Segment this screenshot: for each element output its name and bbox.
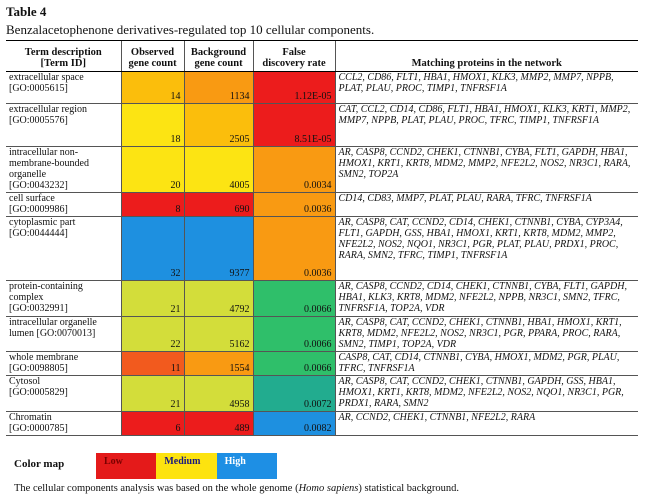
fdr-cell: 0.0036	[252, 192, 335, 217]
observed-count-cell: 11	[120, 351, 184, 376]
observed-count-cell: 22	[120, 316, 184, 352]
background-count-cell: 2505	[183, 103, 253, 147]
background-count-cell: 489	[183, 411, 253, 436]
header-matching-proteins: Matching proteins in the network	[334, 40, 638, 72]
observed-count-cell: 21	[120, 375, 184, 412]
background-count-cell: 4792	[183, 280, 253, 317]
fdr-cell: 0.0082	[252, 411, 335, 436]
term-cell: protein-containing complex [GO:0032991]	[6, 280, 121, 317]
table-row: Cytosol [GO:0005829] 21 4958 0.0072 AR, CASP…	[6, 375, 638, 412]
term-cell: extracellular region [GO:0005576]	[6, 103, 121, 147]
footnote-text-before: The cellular components analysis was bas…	[14, 483, 299, 494]
legend-low-swatch: Low	[96, 453, 157, 479]
fdr-cell: 0.0066	[252, 316, 335, 352]
color-map-label: Color map	[14, 458, 65, 470]
matching-proteins-cell: CD14, CD83, MMP7, PLAT, PLAU, RARA, TFRC…	[334, 192, 638, 217]
matching-proteins-cell: CAT, CCL2, CD14, CD86, FLT1, HBA1, HMOX1…	[334, 103, 638, 147]
fdr-cell: 8.51E-05	[252, 103, 335, 147]
observed-count-cell: 6	[120, 411, 184, 436]
table-row: extracellular region [GO:0005576] 18 2505 8…	[6, 103, 638, 147]
term-cell: intracellular non- membrane-bounded orga…	[6, 146, 121, 193]
matching-proteins-cell: CCL2, CD86, FLT1, HBA1, HMOX1, KLK3, MMP…	[334, 71, 638, 104]
cellular-components-table: Term description [Term ID] Observed gene…	[6, 40, 638, 436]
term-cell: intracellular organelle lumen [GO:007001…	[6, 316, 121, 352]
matching-proteins-cell: AR, CASP8, CCND2, CHEK1, CTNNB1, CYBA, F…	[334, 146, 638, 193]
table-title: Benzalacetophenone derivatives-regulated…	[6, 22, 375, 37]
header-term-description: Term description [Term ID]	[6, 40, 121, 72]
background-count-cell: 4958	[183, 375, 253, 412]
table-row: whole membrane [GO:0098805] 11 1554 0.0066 C…	[6, 351, 638, 376]
matching-proteins-cell: AR, CASP8, CAT, CCND2, CHEK1, CTNNB1, GA…	[334, 375, 638, 412]
fdr-cell: 1.12E-05	[252, 71, 335, 104]
matching-proteins-cell: AR, CCND2, CHEK1, CTNNB1, NFE2L2, RARA	[334, 411, 638, 436]
fdr-cell: 0.0066	[252, 351, 335, 376]
fdr-cell: 0.0034	[252, 146, 335, 193]
observed-count-cell: 8	[120, 192, 184, 217]
legend-high-swatch: High	[216, 453, 277, 479]
matching-proteins-cell: AR, CASP8, CAT, CCND2, CD14, CHEK1, CTNN…	[334, 216, 638, 281]
matching-proteins-cell: CASP8, CAT, CD14, CTNNB1, CYBA, HMOX1, M…	[334, 351, 638, 376]
term-cell: Chromatin [GO:0000785]	[6, 411, 121, 436]
table-row: extracellular space [GO:0005615] 14 1134 1.…	[6, 71, 638, 104]
matching-proteins-cell: AR, CASP8, CAT, CCND2, CHEK1, CTNNB1, HB…	[334, 316, 638, 352]
observed-count-cell: 21	[120, 280, 184, 317]
table-body: extracellular space [GO:0005615] 14 1134 1.…	[6, 71, 638, 436]
footnote-species: Homo sapiens	[298, 483, 359, 494]
footnote: The cellular components analysis was bas…	[14, 483, 459, 494]
observed-count-cell: 32	[120, 216, 184, 281]
observed-count-cell: 14	[120, 71, 184, 104]
term-cell: cytoplasmic part [GO:0044444]	[6, 216, 121, 281]
header-false-discovery-rate: False discovery rate	[252, 40, 335, 72]
table-row: intracellular organelle lumen [GO:007001…	[6, 316, 638, 352]
header-observed-gene-count: Observed gene count	[120, 40, 184, 72]
table-row: cell surface [GO:0009986] 8 690 0.0036 CD14,…	[6, 192, 638, 217]
background-count-cell: 9377	[183, 216, 253, 281]
table-row: cytoplasmic part [GO:0044444] 32 9377 0.003…	[6, 216, 638, 281]
matching-proteins-cell: AR, CASP8, CCND2, CD14, CHEK1, CTNNB1, C…	[334, 280, 638, 317]
background-count-cell: 1134	[183, 71, 253, 104]
header-background-gene-count: Background gene count	[183, 40, 253, 72]
background-count-cell: 5162	[183, 316, 253, 352]
fdr-cell: 0.0072	[252, 375, 335, 412]
table-row: protein-containing complex [GO:0032991] 2…	[6, 280, 638, 317]
term-cell: cell surface [GO:0009986]	[6, 192, 121, 217]
table-label: Table 4	[6, 4, 47, 19]
term-cell: whole membrane [GO:0098805]	[6, 351, 121, 376]
table-row: intracellular non- membrane-bounded orga…	[6, 146, 638, 193]
fdr-cell: 0.0036	[252, 216, 335, 281]
term-cell: extracellular space [GO:0005615]	[6, 71, 121, 104]
color-map-legend: Low Medium High	[96, 453, 277, 479]
observed-count-cell: 18	[120, 103, 184, 147]
background-count-cell: 4005	[183, 146, 253, 193]
background-count-cell: 1554	[183, 351, 253, 376]
background-count-cell: 690	[183, 192, 253, 217]
observed-count-cell: 20	[120, 146, 184, 193]
fdr-cell: 0.0066	[252, 280, 335, 317]
term-cell: Cytosol [GO:0005829]	[6, 375, 121, 412]
table-header-row: Term description [Term ID] Observed gene…	[6, 40, 638, 72]
table-row: Chromatin [GO:0000785] 6 489 0.0082 AR, CCND…	[6, 411, 638, 436]
legend-medium-swatch: Medium	[156, 453, 217, 479]
footnote-text-after: ) statistical background.	[358, 483, 459, 494]
